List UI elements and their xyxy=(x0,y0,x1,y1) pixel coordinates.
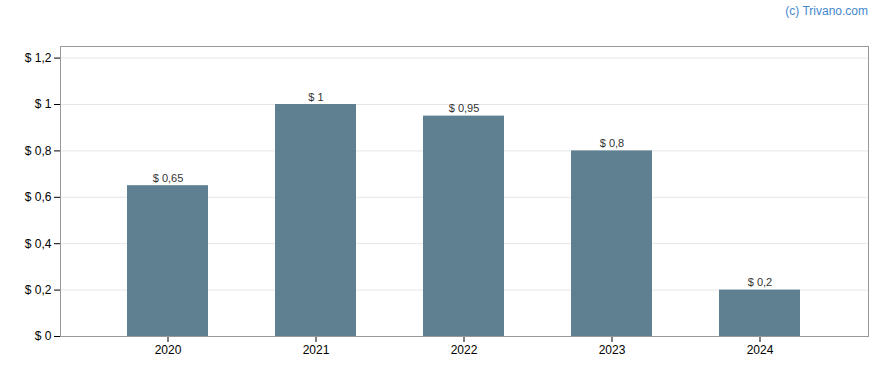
svg-text:$ 1,2: $ 1,2 xyxy=(25,51,52,65)
svg-text:$ 0,65: $ 0,65 xyxy=(153,172,184,184)
svg-text:$ 0,2: $ 0,2 xyxy=(748,276,772,288)
html-text:(c) Trivano.com: (c) Trivano.com xyxy=(785,4,868,18)
svg-text:$ 0,6: $ 0,6 xyxy=(25,190,52,204)
svg-text:2021: 2021 xyxy=(303,343,330,357)
svg-text:$ 0: $ 0 xyxy=(35,329,52,343)
svg-text:$ 1: $ 1 xyxy=(308,91,323,103)
svg-text:2022: 2022 xyxy=(451,343,478,357)
svg-text:$ 0,8: $ 0,8 xyxy=(25,144,52,158)
svg-text:$ 0,2: $ 0,2 xyxy=(25,283,52,297)
svg-text:$ 0,8: $ 0,8 xyxy=(600,137,624,149)
svg-text:2024: 2024 xyxy=(747,343,774,357)
svg-text:$ 1: $ 1 xyxy=(35,97,52,111)
svg-text:2023: 2023 xyxy=(599,343,626,357)
svg-text:$ 0,95: $ 0,95 xyxy=(449,102,480,114)
svg-text:2020: 2020 xyxy=(155,343,182,357)
svg-text:$ 0,4: $ 0,4 xyxy=(25,237,52,251)
